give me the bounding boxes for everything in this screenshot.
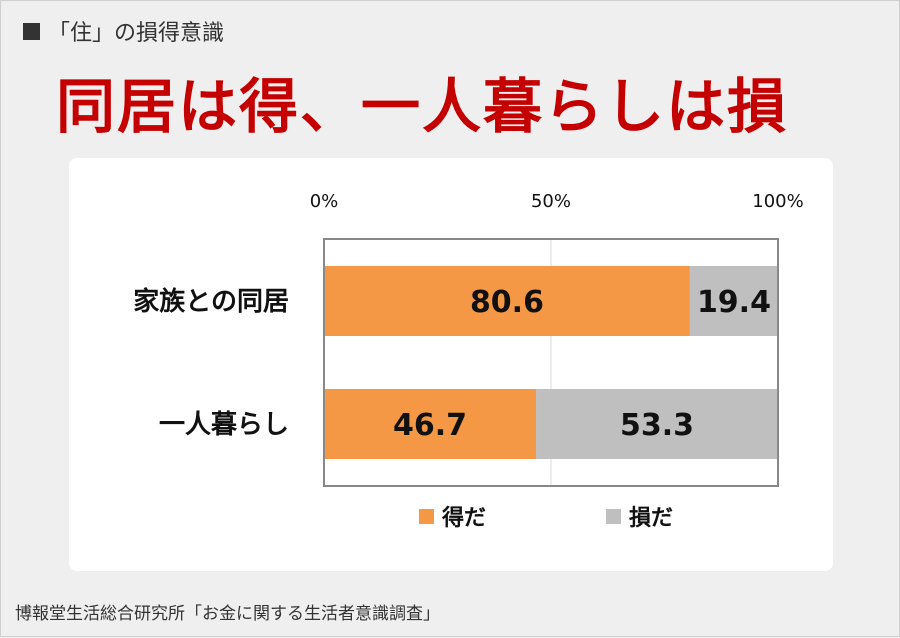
legend-label: 損だ <box>629 506 673 531</box>
kicker-text: 「住」の損得意識 <box>48 21 225 46</box>
bar-segment <box>324 389 537 459</box>
category-label: 家族との同居 <box>133 286 289 317</box>
x-tick-label: 0% <box>310 191 339 212</box>
x-tick-label: 50% <box>531 191 571 212</box>
source-note: 博報堂生活総合研究所「お金に関する生活者意識調査」 <box>15 604 440 624</box>
x-tick-label: 100% <box>752 191 803 212</box>
bar-value-label: 53.3 <box>620 408 694 443</box>
bar-segment <box>536 389 778 459</box>
legend-label: 得だ <box>441 505 486 531</box>
square-bullet-icon <box>23 22 40 40</box>
bar-segment <box>324 266 690 336</box>
headline: 同居は得、一人暮らしは損 <box>56 72 789 141</box>
plot-frame <box>323 238 779 487</box>
section-kicker: 「住」の損得意識 <box>23 15 224 47</box>
bar-segment <box>689 266 778 336</box>
chart-card <box>69 158 833 571</box>
legend-swatch <box>419 509 434 524</box>
category-label: 一人暮らし <box>159 410 289 440</box>
bar-value-label: 80.6 <box>470 285 544 320</box>
legend-swatch <box>606 509 621 524</box>
bar-value-label: 19.4 <box>697 285 771 320</box>
bar-value-label: 46.7 <box>393 408 467 443</box>
